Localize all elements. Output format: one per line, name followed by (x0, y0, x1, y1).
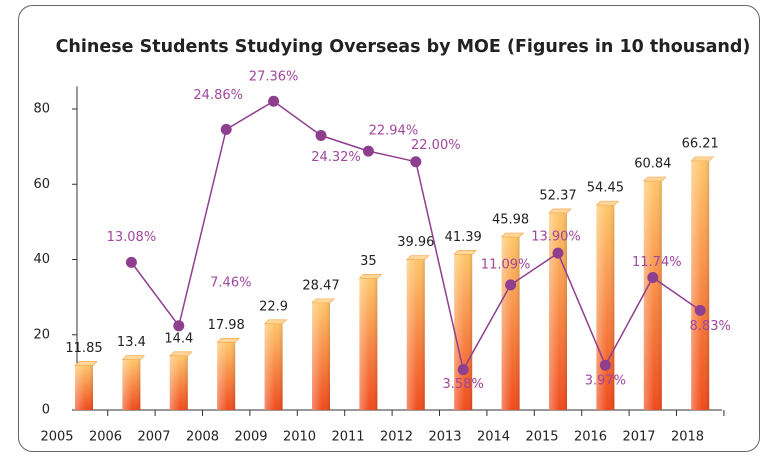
x-tick-label: 2015 (525, 430, 558, 445)
bar-value-label: 13.4 (117, 335, 146, 350)
line-value-label: 7.46% (210, 275, 251, 290)
line-value-label: 24.32% (311, 150, 361, 165)
bar-top (690, 156, 714, 162)
bar-value-label: 11.85 (65, 341, 102, 356)
bar-top (121, 355, 146, 360)
line-marker (220, 123, 232, 135)
x-tick-label: 2016 (574, 430, 607, 445)
x-tick-label: 2010 (283, 430, 316, 445)
bar-shine (643, 181, 662, 410)
bar-value-label: 22.9 (259, 299, 288, 314)
bar-value-label: 35 (360, 254, 377, 269)
y-tick-label: 20 (33, 327, 50, 342)
bar-shine (169, 355, 188, 410)
line-value-label: 11.74% (632, 255, 682, 270)
x-tick-label: 2017 (622, 430, 655, 445)
bar-shine (501, 237, 520, 410)
bar-value-label: 17.98 (208, 318, 245, 333)
line-value-label: 22.00% (411, 138, 461, 153)
line-value-label: 27.36% (249, 70, 299, 85)
x-tick-label: 2008 (186, 430, 219, 445)
line-value-label: 24.86% (193, 88, 243, 103)
line-marker (599, 359, 611, 371)
bar-top (453, 249, 477, 255)
bar-top (169, 351, 193, 357)
bar-top (643, 176, 667, 182)
bar-shine (122, 359, 141, 410)
bar-shine (264, 323, 283, 410)
line-value-label: 3.58% (443, 377, 484, 392)
bar-value-label: 54.45 (587, 181, 624, 196)
bar-value-label: 28.47 (302, 278, 339, 293)
line-marker (694, 304, 706, 316)
bar-shine (359, 278, 378, 410)
x-tick-label: 2005 (40, 430, 73, 445)
x-tick-label: 2018 (671, 430, 704, 445)
y-tick-label: 80 (33, 102, 50, 117)
bar-top (548, 208, 572, 214)
bar-shine (406, 259, 425, 410)
bar-top (500, 232, 525, 238)
line-marker (125, 256, 137, 268)
y-tick-label: 40 (33, 252, 50, 267)
y-tick-label: 60 (33, 177, 50, 192)
bar-top (263, 319, 288, 325)
bar-value-label: 45.98 (492, 213, 529, 228)
bar-shine (691, 160, 710, 410)
line-marker (268, 95, 280, 107)
line-marker (552, 247, 564, 259)
bar-shine (312, 302, 330, 410)
x-tick-label: 2007 (137, 430, 170, 445)
x-tick-label: 2012 (380, 430, 413, 445)
line-value-label: 22.94% (369, 124, 419, 139)
y-tick-label: 0 (42, 403, 50, 418)
bar-value-label: 52.37 (539, 188, 576, 203)
bar-value-label: 66.21 (682, 136, 719, 151)
line-value-label: 13.90% (531, 230, 581, 245)
line-marker (315, 130, 327, 142)
frame (18, 5, 760, 452)
bar-top (216, 338, 240, 343)
bar-top (595, 200, 620, 206)
bar-top (406, 255, 430, 260)
x-tick-label: 2011 (331, 430, 364, 445)
bar-shine (596, 205, 615, 410)
bar-top (311, 298, 335, 304)
line-value-label: 8.83% (690, 319, 731, 334)
line-marker (410, 156, 422, 168)
line-value-label: 13.08% (107, 230, 157, 245)
x-tick-label: 2006 (89, 430, 122, 445)
line-marker (173, 320, 185, 332)
bar-value-label: 60.84 (634, 157, 671, 172)
bar-value-label: 41.39 (445, 230, 482, 245)
bar-shine (217, 342, 236, 410)
line-marker (505, 279, 517, 291)
bar-top (358, 274, 383, 279)
line-value-label: 11.09% (481, 257, 531, 272)
x-tick-label: 2013 (428, 430, 461, 445)
x-tick-label: 2014 (477, 430, 510, 445)
line-marker (457, 364, 469, 376)
chart-title: Chinese Students Studying Overseas by MO… (56, 37, 751, 57)
line-value-label: 3.97% (585, 374, 626, 389)
bar-shine (75, 365, 93, 410)
line-marker (647, 272, 659, 284)
bar-top (74, 361, 98, 366)
bar-value-label: 14.4 (164, 331, 193, 346)
x-tick-label: 2009 (234, 430, 267, 445)
line-marker (362, 145, 374, 157)
bar-value-label: 39.96 (397, 235, 434, 250)
